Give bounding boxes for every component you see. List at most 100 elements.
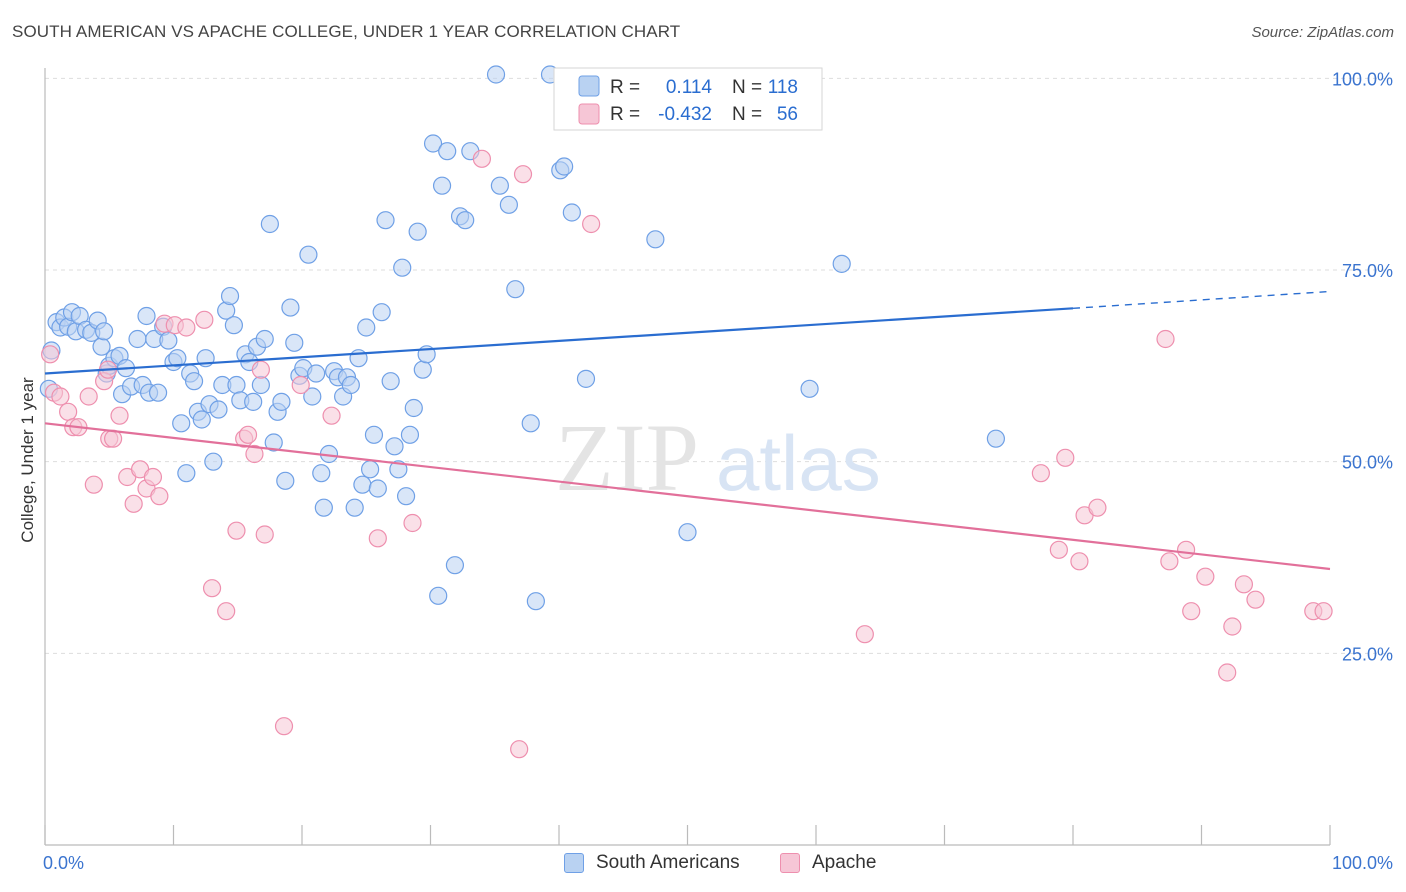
point-south-american bbox=[400, 425, 420, 444]
r-label-1: R = bbox=[610, 77, 640, 98]
legend-label-apache: Apache bbox=[812, 852, 877, 873]
point-south-american bbox=[177, 464, 196, 483]
trend-line-south-americans-extension bbox=[1072, 290, 1331, 310]
bottom-legend: South Americans Apache bbox=[0, 852, 1406, 878]
point-apache bbox=[1070, 552, 1089, 571]
stats-legend: R = 0.114 N = 118 R = -0.432 N = 56 bbox=[553, 67, 823, 131]
point-south-american bbox=[172, 414, 191, 433]
y-tick-labels: 25.0% 50.0% 75.0% 100.0% bbox=[1332, 69, 1393, 664]
legend-item-apache[interactable]: Apache bbox=[780, 852, 876, 874]
stats-legend-swatch-pink bbox=[578, 103, 600, 125]
point-apache bbox=[251, 360, 270, 379]
point-south-american bbox=[227, 375, 246, 395]
chart-title: SOUTH AMERICAN VS APACHE COLLEGE, UNDER … bbox=[12, 22, 681, 41]
point-south-american bbox=[372, 303, 391, 322]
y-tick-label: 25.0% bbox=[1342, 644, 1393, 664]
point-apache bbox=[291, 375, 310, 395]
point-apache bbox=[195, 310, 214, 329]
point-apache bbox=[150, 487, 169, 506]
watermark-atlas: atlas bbox=[716, 419, 881, 507]
point-south-american bbox=[276, 471, 295, 490]
legend-swatch-pink bbox=[780, 853, 800, 873]
x-tick-labels: 0.0% 100.0% bbox=[43, 853, 1393, 873]
point-south-american bbox=[204, 452, 223, 471]
point-south-american bbox=[385, 437, 404, 456]
point-apache bbox=[227, 521, 246, 540]
point-apache bbox=[1056, 448, 1075, 467]
point-south-american bbox=[272, 392, 291, 411]
point-apache bbox=[1031, 464, 1050, 483]
point-apache bbox=[143, 467, 163, 487]
point-south-american bbox=[307, 364, 326, 383]
point-south-american bbox=[192, 410, 211, 429]
point-south-american bbox=[148, 383, 168, 402]
n-value-1: 118 bbox=[768, 77, 798, 98]
point-south-american bbox=[364, 425, 384, 444]
y-tick-label: 50.0% bbox=[1342, 453, 1393, 473]
point-south-american bbox=[506, 280, 525, 299]
gridlines bbox=[45, 77, 1392, 654]
point-apache bbox=[1088, 498, 1107, 517]
point-apache bbox=[238, 425, 258, 444]
watermark-zip: ZIP bbox=[555, 404, 699, 511]
point-south-american bbox=[678, 523, 697, 542]
point-apache bbox=[274, 717, 294, 736]
point-apache bbox=[582, 214, 601, 234]
point-apache bbox=[1223, 617, 1242, 636]
point-apache bbox=[472, 149, 491, 168]
point-south-american bbox=[184, 372, 204, 391]
point-south-american bbox=[128, 329, 147, 349]
point-apache bbox=[124, 494, 143, 513]
point-south-american bbox=[264, 433, 283, 452]
point-south-american bbox=[413, 360, 432, 379]
point-apache bbox=[368, 529, 387, 548]
point-south-american bbox=[95, 322, 114, 341]
point-apache bbox=[1234, 575, 1254, 594]
point-south-american bbox=[423, 134, 443, 153]
axes bbox=[44, 68, 1331, 846]
point-apache bbox=[1246, 590, 1265, 609]
point-south-american bbox=[408, 222, 427, 241]
point-apache bbox=[217, 602, 236, 621]
point-south-american bbox=[255, 329, 274, 349]
point-south-american bbox=[341, 375, 360, 395]
y-tick-label: 100.0% bbox=[1332, 69, 1393, 89]
legend-label-south-americans: South Americans bbox=[596, 852, 740, 873]
point-apache bbox=[51, 387, 70, 406]
point-south-american bbox=[281, 298, 300, 317]
point-south-american bbox=[389, 460, 408, 479]
point-south-american bbox=[312, 464, 331, 483]
point-south-american bbox=[224, 316, 243, 335]
point-south-american bbox=[429, 586, 448, 605]
r-value-1: 0.114 bbox=[666, 77, 713, 98]
point-apache bbox=[110, 406, 129, 425]
point-apache bbox=[322, 406, 341, 425]
point-south-american bbox=[393, 258, 412, 277]
point-south-american bbox=[456, 211, 475, 230]
point-apache bbox=[513, 165, 533, 184]
point-apache bbox=[403, 513, 422, 533]
point-south-american bbox=[353, 475, 372, 494]
point-south-american bbox=[285, 333, 304, 352]
point-south-american bbox=[299, 245, 318, 264]
trend-line-south-americans bbox=[44, 307, 1074, 375]
point-south-american bbox=[345, 498, 364, 517]
legend-item-south-americans[interactable]: South Americans bbox=[564, 852, 740, 874]
point-apache bbox=[202, 579, 222, 598]
point-south-american bbox=[303, 387, 322, 406]
point-south-american bbox=[800, 379, 819, 398]
point-south-american bbox=[209, 400, 228, 419]
point-apache bbox=[1218, 663, 1237, 682]
point-south-american bbox=[260, 214, 279, 234]
trend-lines bbox=[44, 290, 1331, 571]
legend-swatch-blue bbox=[564, 853, 584, 873]
point-south-american bbox=[486, 65, 506, 84]
point-south-american bbox=[251, 375, 270, 395]
point-south-american bbox=[526, 592, 545, 611]
point-apache bbox=[1182, 602, 1201, 621]
stats-legend-swatch-blue bbox=[578, 75, 600, 97]
source-label: Source: ZipAtlas.com bbox=[1251, 24, 1394, 41]
point-south-american bbox=[562, 203, 581, 222]
point-south-american bbox=[521, 414, 540, 433]
point-south-american bbox=[137, 306, 156, 326]
